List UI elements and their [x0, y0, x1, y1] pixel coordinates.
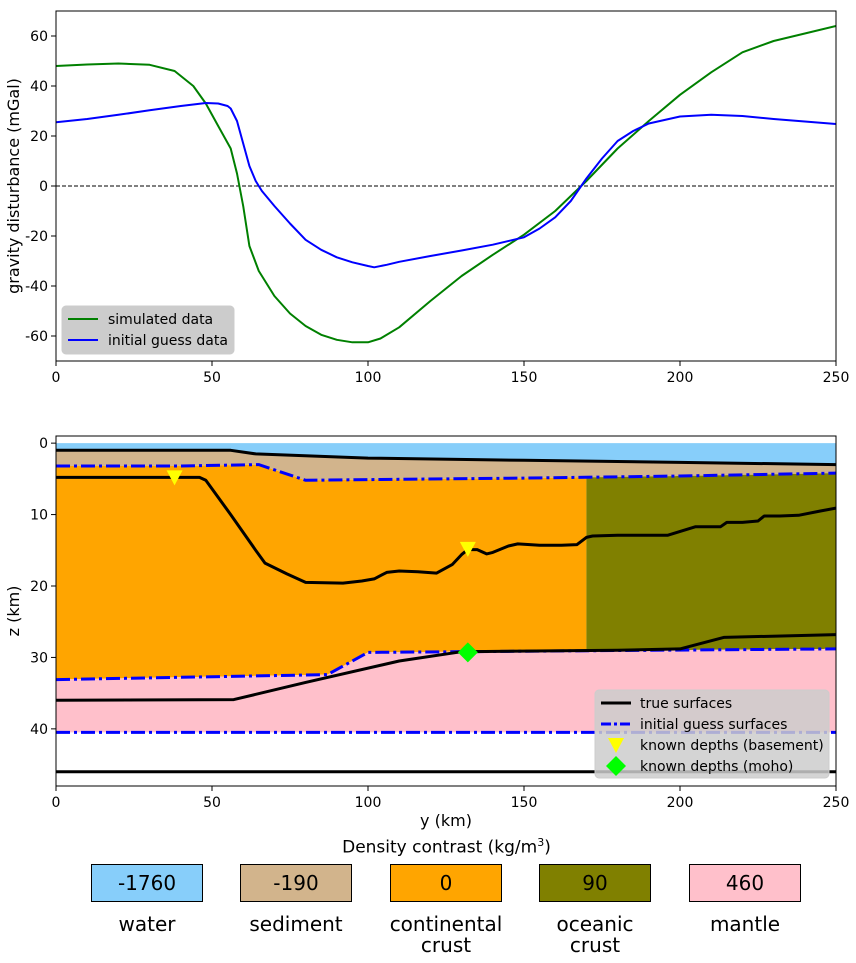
density-swatch-label-3: oceanic crust	[556, 912, 634, 957]
gravity-ylabel: gravity disturbance (mGal)	[4, 78, 23, 294]
density-swatch-label-2: continental crust	[389, 912, 503, 957]
density-swatch-4: 460	[689, 864, 801, 902]
section-xtick-label: 50	[203, 795, 221, 811]
gravity-xtick-label: 200	[667, 370, 694, 386]
gravity-frame	[55, 10, 837, 362]
section-legend-label-2: known depths (basement)	[640, 738, 824, 754]
section-legend-label-1: initial guess surfaces	[640, 717, 787, 733]
known-basement-marker-0	[166, 470, 183, 486]
section-legend-label-3: known depths (moho)	[640, 759, 793, 775]
known-moho-marker-0	[457, 642, 478, 663]
section-xtick-label: 0	[52, 795, 61, 811]
density-swatch-2: 0	[390, 864, 502, 902]
section-xtick-label: 150	[511, 795, 538, 811]
series-line-0	[56, 25, 836, 344]
density-key-title-close: )	[544, 837, 551, 858]
oceanic-crust-layer	[586, 473, 836, 651]
series-line-1	[56, 102, 836, 269]
gravity-ytick-label: 20	[30, 129, 48, 145]
gravity-ytick-label: -40	[25, 279, 48, 295]
density-swatch-1: -190	[240, 864, 352, 902]
section-legend-box	[594, 689, 830, 779]
density-swatch-3: 90	[539, 864, 651, 902]
density-key-title-superscript: 3	[537, 836, 545, 849]
gravity-ytick-label: -60	[25, 329, 48, 345]
density-swatch-label-4: mantle	[709, 912, 781, 936]
density-swatch-label-0: water	[118, 912, 176, 936]
section-ytick-label: 40	[30, 722, 48, 738]
sediment-layer	[56, 450, 836, 481]
section-ytick-label: 30	[30, 650, 48, 666]
gravity-xtick-label: 50	[203, 370, 221, 386]
gravity-xtick-label: 150	[511, 370, 538, 386]
gravity-plot-area	[56, 25, 836, 344]
gravity-xtick-label: 250	[823, 370, 850, 386]
section-legend-swatch-3	[606, 756, 626, 776]
gravity-legend: simulated data initial guess data	[61, 305, 235, 355]
section-legend: true surfaces initial guess surfaces known…	[594, 689, 830, 779]
continental-crust-layer	[56, 464, 587, 680]
section-ylabel: z (km)	[4, 586, 23, 637]
section-legend-swatch-2	[608, 738, 624, 753]
density-key-title: Density contrast (kg/m3)	[0, 836, 856, 858]
legend-label-0: simulated data	[108, 312, 213, 328]
initial-guess-basement	[56, 463, 836, 482]
density-key-title-text: Density contrast (kg/m	[342, 837, 538, 858]
gravity-legend-box	[61, 305, 235, 355]
section-frame	[55, 435, 837, 787]
gravity-ytick-label: 0	[39, 179, 48, 195]
section-ytick-label: 10	[30, 508, 48, 524]
cross-section-plot: 0 50 100 150 200 250 0 10 20 30 40 y (km) z (km) true…	[4, 435, 850, 830]
section-xtick-label: 250	[823, 795, 850, 811]
section-legend-label-0: true surfaces	[640, 696, 732, 712]
known-basement-marker-1	[459, 541, 476, 557]
density-swatch-label-1: sediment	[249, 912, 343, 936]
section-xlabel: y (km)	[420, 811, 472, 830]
true-basement	[56, 475, 836, 585]
section-ytick-label: 0	[39, 436, 48, 452]
section-xtick-label: 200	[667, 795, 694, 811]
true-seafloor	[56, 448, 836, 467]
gravity-ytick-label: -20	[25, 229, 48, 245]
water-layer	[56, 443, 836, 465]
gravity-ytick-label: 40	[30, 79, 48, 95]
section-ytick-label: 20	[30, 579, 48, 595]
legend-label-1: initial guess data	[108, 333, 228, 349]
cross-section-area	[56, 443, 836, 774]
gravity-xtick-label: 100	[355, 370, 382, 386]
density-swatch-0: -1760	[91, 864, 203, 902]
section-xtick-label: 100	[355, 795, 382, 811]
gravity-ytick-label: 60	[30, 29, 48, 45]
gravity-xtick-label: 0	[52, 370, 61, 386]
